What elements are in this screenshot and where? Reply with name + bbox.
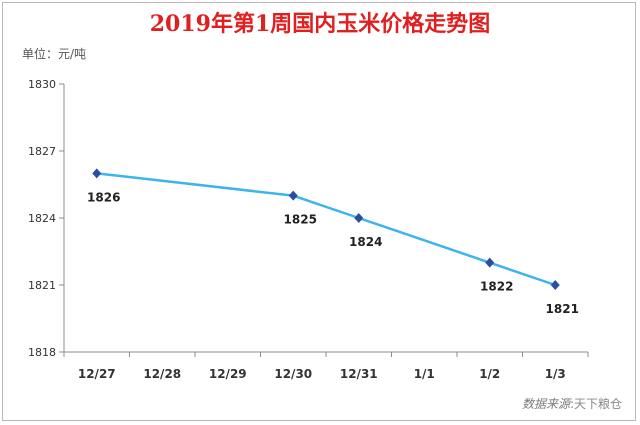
chart-title: 2019年第1周国内玉米价格走势图 (149, 11, 491, 37)
chart-frame (2, 2, 636, 421)
data-label: 1824 (349, 235, 382, 249)
y-tick-label: 1830 (28, 78, 56, 91)
y-tick-label: 1824 (28, 212, 56, 225)
data-point-marker (288, 190, 298, 201)
x-tick-label: 12/31 (340, 367, 378, 381)
x-tick-label: 1/1 (414, 367, 435, 381)
data-point-marker (92, 168, 102, 179)
data-label: 1826 (87, 190, 120, 204)
data-source: 数据来源:天下粮仓 (522, 395, 622, 412)
source-name: :天下粮仓 (569, 397, 622, 411)
x-tick-label: 1/2 (479, 367, 500, 381)
data-label: 1822 (480, 280, 513, 294)
x-tick-label: 1/3 (545, 367, 566, 381)
y-tick-label: 1818 (28, 346, 56, 359)
data-point-marker (354, 213, 364, 223)
x-tick-label: 12/29 (209, 367, 247, 381)
data-point-marker (485, 257, 495, 268)
data-label: 1821 (546, 302, 579, 316)
unit-label: 单位：元/吨 (22, 47, 87, 61)
series-line (96, 172, 556, 287)
data-point-marker (550, 280, 560, 290)
x-tick-label: 12/28 (143, 367, 181, 381)
x-tick-label: 12/27 (78, 367, 116, 381)
y-tick-label: 1821 (28, 279, 56, 292)
data-label: 1825 (284, 213, 317, 227)
source-label: 数据来源 (521, 397, 570, 411)
x-tick-label: 12/30 (274, 367, 312, 381)
y-tick-label: 1827 (28, 145, 56, 158)
